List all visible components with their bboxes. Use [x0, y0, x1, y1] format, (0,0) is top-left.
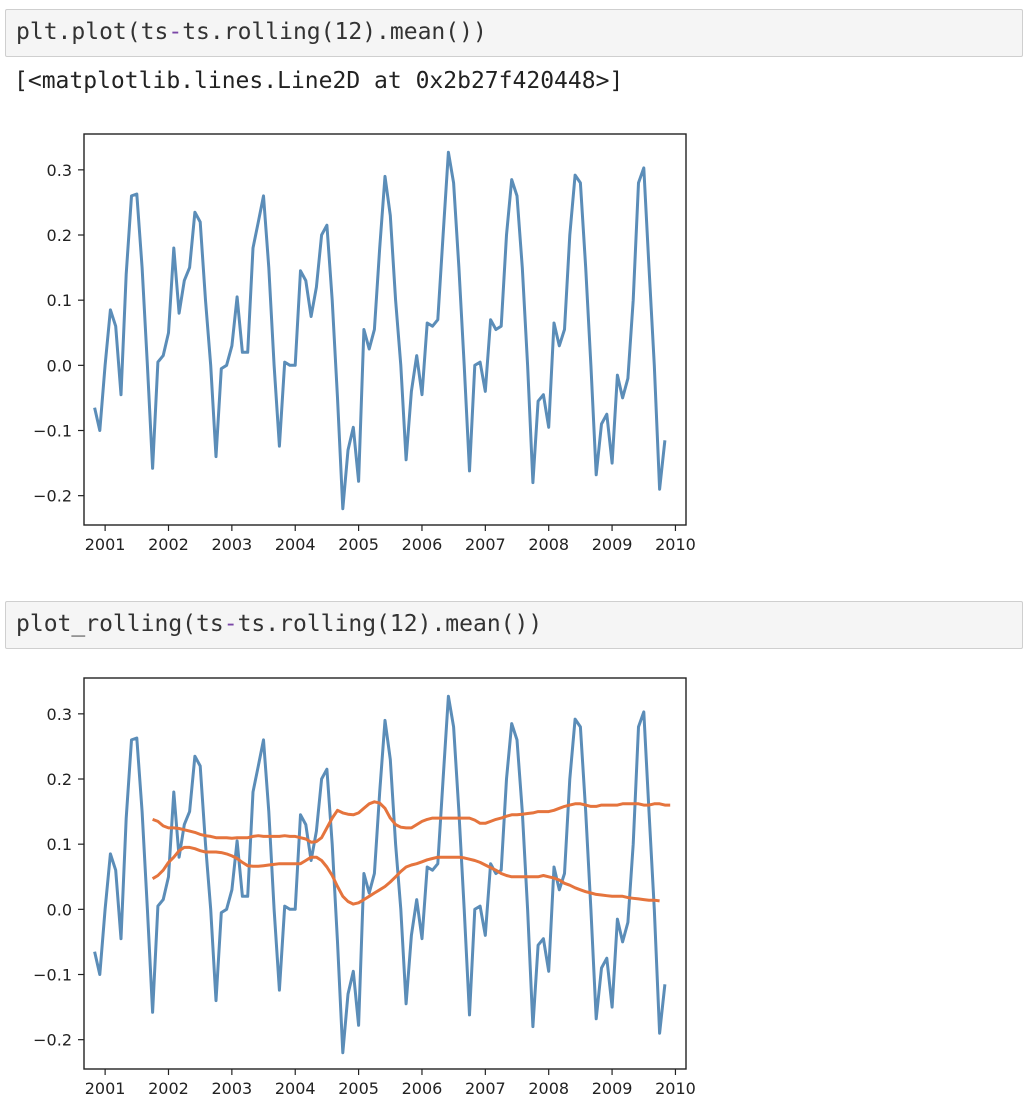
series-line-blue-0 [93, 150, 667, 511]
x-tick-label: 2001 [85, 535, 126, 554]
y-tick-label: 0.0 [47, 356, 72, 375]
y-tick-label: 0.1 [47, 835, 72, 854]
y-tick-label: −0.2 [33, 487, 72, 506]
x-tick-label: 2006 [402, 1079, 443, 1098]
plot-frame [83, 133, 687, 526]
x-tick-label: 2005 [338, 535, 379, 554]
y-tick-label: −0.1 [33, 422, 72, 441]
y-tick-label: 0.3 [47, 161, 72, 180]
y-tick-label: 0.1 [47, 291, 72, 310]
x-tick-label: 2003 [212, 535, 253, 554]
x-tick-label: 2010 [655, 535, 696, 554]
x-tick-label: 2006 [402, 535, 443, 554]
x-tick-label: 2007 [465, 1079, 506, 1098]
x-tick-label: 2008 [528, 1079, 569, 1098]
series-line-blue-0 [93, 694, 667, 1055]
code-text: plot_rolling(ts-ts.rolling(12).mean()) [16, 611, 543, 637]
series-line-orange-1 [152, 800, 671, 844]
x-tick-label: 2001 [85, 1079, 126, 1098]
x-tick-label: 2009 [592, 535, 633, 554]
x-tick-label: 2004 [275, 1079, 316, 1098]
y-tick-label: −0.1 [33, 966, 72, 985]
y-tick-label: 0.2 [47, 226, 72, 245]
code-cell-1[interactable]: plt.plot(ts-ts.rolling(12).mean()) [5, 9, 1023, 57]
code-operator: - [223, 611, 238, 637]
line-chart-2: 2001 2002 2003 2004 2005 2006 2007 2008 2009 2010… [33, 677, 696, 1098]
code-operator: - [168, 19, 183, 45]
x-tick-label: 2002 [148, 1079, 189, 1098]
y-tick-label: 0.3 [47, 705, 72, 724]
x-tick-label: 2002 [148, 535, 189, 554]
x-tick-label: 2009 [592, 1079, 633, 1098]
code-cell-2[interactable]: plot_rolling(ts-ts.rolling(12).mean()) [5, 601, 1023, 649]
y-tick-label: −0.2 [33, 1031, 72, 1050]
y-tick-label: 0.0 [47, 900, 72, 919]
x-tick-label: 2010 [655, 1079, 696, 1098]
plot-frame [83, 677, 687, 1070]
x-tick-label: 2004 [275, 535, 316, 554]
y-tick-label: 0.2 [47, 770, 72, 789]
x-tick-label: 2008 [528, 535, 569, 554]
code-text: plt.plot(ts-ts.rolling(12).mean()) [16, 19, 487, 45]
x-tick-label: 2005 [338, 1079, 379, 1098]
x-tick-label: 2003 [212, 1079, 253, 1098]
cell-output-text: [<matplotlib.lines.Line2D at 0x2b27f4204… [14, 68, 624, 94]
line-chart-1: 2001 2002 2003 2004 2005 2006 2007 2008 2009 2010… [33, 133, 696, 554]
x-tick-label: 2007 [465, 535, 506, 554]
series-line-orange-2 [151, 845, 660, 906]
